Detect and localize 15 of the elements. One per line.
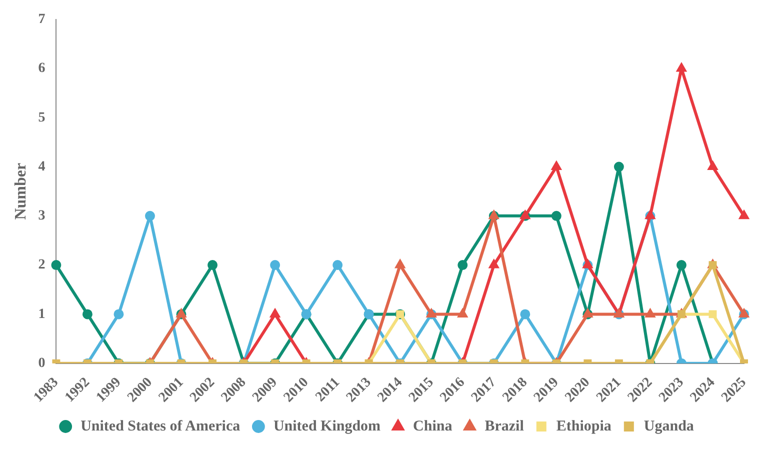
legend-label: Ethiopia	[556, 418, 612, 434]
legend-label: Brazil	[484, 418, 524, 434]
y-tick-label: 2	[38, 258, 46, 273]
y-axis-title: Number	[12, 162, 30, 220]
legend-label: Uganda	[644, 418, 694, 434]
y-tick-label: 6	[38, 61, 46, 76]
legend-label: China	[413, 418, 453, 434]
y-tick-label: 1	[38, 306, 46, 322]
y-tick-label: 0	[38, 356, 46, 371]
y-tick-label: 7	[38, 12, 46, 28]
y-tick-label: 4	[38, 159, 46, 174]
legend-label: United Kingdom	[273, 418, 382, 434]
legend-label: United States of America	[80, 418, 241, 434]
y-tick-label: 5	[38, 110, 46, 126]
y-tick-label: 3	[38, 208, 46, 224]
